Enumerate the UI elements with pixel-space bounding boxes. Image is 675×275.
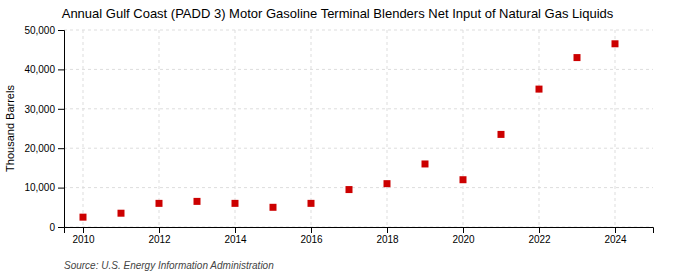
grid-line-x [83,30,84,227]
grid-line-x [387,30,388,227]
x-axis-line [65,228,654,234]
y-tick-mark [58,148,64,149]
plot-area: 2010 2012 2014 2016 2018 2020 2022 2024 0 10,000 2… [24,25,653,245]
point [346,186,353,193]
source: Source: U.S. Energy Information Administ… [64,260,274,271]
y-tick-mark [58,188,64,189]
grid-line-x [311,30,312,227]
x-tick-mark [463,227,464,233]
grid [64,30,653,227]
point [194,198,201,205]
point [612,40,619,47]
y-axis-label: Thousand Barrels [4,85,16,172]
x-tick-label: 2010 [72,234,95,245]
y-tick-mark [58,109,64,110]
points [80,40,619,220]
y-tick-mark [58,69,64,70]
x-tick: 2024 [604,227,627,245]
y-tick-mark [58,227,64,228]
grid-line-y [64,187,653,188]
x-tick-mark [235,227,236,233]
x-tick: 2018 [376,227,399,245]
y-tick: 0 [49,222,64,233]
x-tick-label: 2016 [300,234,323,245]
point [384,180,391,187]
x-tick-mark [311,227,312,233]
point [80,214,87,221]
x-tick-label: 2012 [148,234,171,245]
x-tick: 2014 [224,227,247,245]
y-axis-line [58,31,65,228]
y-tick: 30,000 [24,104,64,115]
y-tick-mark [58,30,64,31]
x-tick: 2022 [528,227,551,245]
x-tick-label: 2018 [376,234,399,245]
grid-line-x [159,30,160,227]
point [498,131,505,138]
y-tick: 20,000 [24,143,64,154]
x-tick-label: 2024 [604,234,627,245]
point [232,200,239,207]
y-tick-label: 50,000 [24,25,55,36]
grid-line-y [64,148,653,149]
point [460,176,467,183]
x-tick-mark [83,227,84,233]
grid-line-y [64,69,653,70]
point [308,200,315,207]
x-tick-mark [539,227,540,233]
y-tick: 40,000 [24,64,64,75]
x-tick: 2010 [72,227,95,245]
x-axis: 2010 2012 2014 2016 2018 2020 2022 2024 [65,227,654,245]
point [118,210,125,217]
point [574,54,581,61]
x-tick-mark [159,227,160,233]
x-tick-mark [387,227,388,233]
y-tick: 50,000 [24,25,64,36]
title: Annual Gulf Coast (PADD 3) Motor Gasolin… [62,6,614,21]
point [422,160,429,167]
chart-svg: 2010 2012 2014 2016 2018 2020 2022 2024 0 10,000 2… [0,0,675,275]
grid-line-x [463,30,464,227]
y-tick-label: 0 [49,222,55,233]
point [270,204,277,211]
y-tick-label: 10,000 [24,182,55,193]
grid-line-x [539,30,540,227]
y-axis: 0 10,000 20,000 30,000 40,000 50,000 [24,25,64,233]
y-tick-label: 30,000 [24,104,55,115]
x-tick: 2016 [300,227,323,245]
grid-line-x [615,30,616,227]
y-tick: 10,000 [24,182,64,193]
grid-line-y [64,108,653,109]
x-tick-mark [615,227,616,233]
x-tick-label: 2014 [224,234,247,245]
x-tick-label: 2022 [528,234,551,245]
chart-container: 2010 2012 2014 2016 2018 2020 2022 2024 0 10,000 2… [0,0,675,275]
x-tick: 2012 [148,227,171,245]
y-tick-label: 20,000 [24,143,55,154]
x-tick: 2020 [452,227,475,245]
grid-line-y [64,30,653,31]
y-tick-label: 40,000 [24,64,55,75]
x-tick-label: 2020 [452,234,475,245]
grid-line-x [235,30,236,227]
point [536,86,543,93]
point [156,200,163,207]
